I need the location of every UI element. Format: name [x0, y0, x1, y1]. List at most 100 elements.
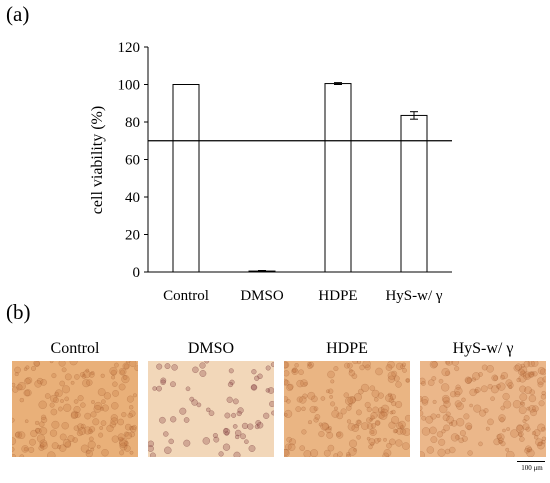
cell-blob	[517, 368, 525, 376]
cell-blob	[73, 425, 80, 431]
cell-blob	[119, 450, 125, 456]
cell-blob	[505, 447, 510, 452]
x-tick-label: HDPE	[318, 288, 357, 304]
cell-blob	[77, 395, 84, 402]
cell-blob	[127, 412, 133, 419]
cell-blob	[90, 447, 95, 452]
cell-blob	[474, 389, 479, 394]
cell-blob	[88, 426, 96, 433]
cell-blob	[149, 452, 156, 457]
cell-blob	[346, 405, 352, 411]
cell-blob	[385, 394, 394, 403]
panel-b-label: (b)	[6, 300, 31, 324]
cell-blob	[502, 392, 510, 401]
cell-blob	[303, 450, 312, 457]
cell-blob	[377, 411, 385, 419]
cell-blob	[491, 374, 499, 382]
cell-blob	[241, 422, 249, 430]
cell-blob	[313, 417, 319, 423]
cell-blob	[159, 416, 166, 424]
cell-blob	[396, 427, 404, 435]
cell-blob	[449, 446, 456, 454]
cell-blob	[515, 424, 525, 434]
cell-blob	[111, 435, 119, 443]
cell-blob	[123, 363, 130, 370]
cell-blob	[444, 448, 451, 455]
cell-blob	[520, 401, 526, 407]
cell-blob	[439, 404, 448, 414]
cell-blob	[469, 403, 473, 408]
cell-blob	[202, 437, 211, 445]
cell-blob	[163, 431, 169, 437]
cell-blob	[164, 363, 171, 370]
cell-blob	[313, 406, 319, 412]
cell-blob	[364, 364, 371, 371]
cell-blob	[38, 400, 47, 410]
cell-blob	[327, 426, 332, 431]
cell-blob	[299, 396, 307, 404]
cell-blob	[360, 383, 370, 393]
cell-blob	[455, 417, 465, 427]
cell-blob	[67, 435, 75, 443]
cell-blob	[343, 362, 350, 369]
cell-blob	[366, 417, 372, 423]
cell-blob	[526, 406, 531, 411]
cell-blob	[267, 387, 274, 394]
cell-blob	[326, 431, 334, 439]
cell-blob	[327, 370, 335, 379]
cell-blob	[57, 406, 63, 412]
cell-blob	[398, 420, 406, 429]
cell-blob	[395, 400, 403, 409]
y-axis-label: cell viability (%)	[89, 106, 106, 214]
cell-blob	[519, 366, 528, 375]
cell-blob	[387, 392, 393, 398]
cell-blob	[303, 381, 308, 386]
cell-blob	[301, 429, 307, 435]
cell-blob	[265, 365, 271, 371]
cell-blob	[327, 444, 335, 452]
cell-blob	[23, 389, 31, 397]
cell-blob	[512, 400, 522, 409]
x-tick-label: HyS-w/ γ	[385, 288, 442, 304]
cell-blob	[523, 361, 531, 368]
cell-blob	[469, 388, 477, 397]
cell-blob	[247, 423, 254, 430]
cell-blob	[307, 420, 313, 425]
cell-blob	[15, 431, 23, 439]
cell-blob	[59, 433, 67, 441]
cell-blob	[119, 369, 126, 375]
cell-blob	[353, 393, 362, 402]
cell-blob	[183, 439, 191, 447]
cell-blob	[527, 361, 535, 368]
cell-blob	[442, 414, 450, 422]
cell-blob	[519, 393, 528, 402]
cell-blob	[12, 446, 15, 452]
cell-blob	[528, 394, 537, 403]
cell-blob	[431, 361, 438, 368]
cell-blob	[23, 367, 28, 371]
cell-blob	[401, 362, 407, 367]
cell-blob	[206, 407, 211, 413]
cell-blob	[17, 381, 26, 391]
cell-blob	[81, 374, 87, 379]
cell-blob	[129, 361, 137, 368]
cell-blob	[286, 384, 294, 392]
cell-blob	[100, 406, 104, 411]
cell-blob	[228, 368, 234, 374]
cell-blob	[503, 400, 512, 409]
cell-blob	[263, 412, 270, 419]
cell-blob	[87, 440, 96, 449]
cell-blob	[425, 415, 434, 424]
cell-blob	[479, 409, 487, 417]
cell-blob	[528, 371, 535, 378]
cell-blob	[537, 381, 544, 388]
cell-blob	[399, 425, 405, 430]
cell-blob	[430, 436, 438, 444]
x-tick-label: Control	[163, 288, 209, 304]
cell-blob	[506, 427, 511, 432]
cell-blob	[148, 440, 155, 448]
cell-blob	[121, 374, 130, 384]
cell-blob	[64, 396, 70, 402]
cell-blob	[54, 391, 59, 397]
cell-blob	[126, 395, 134, 403]
